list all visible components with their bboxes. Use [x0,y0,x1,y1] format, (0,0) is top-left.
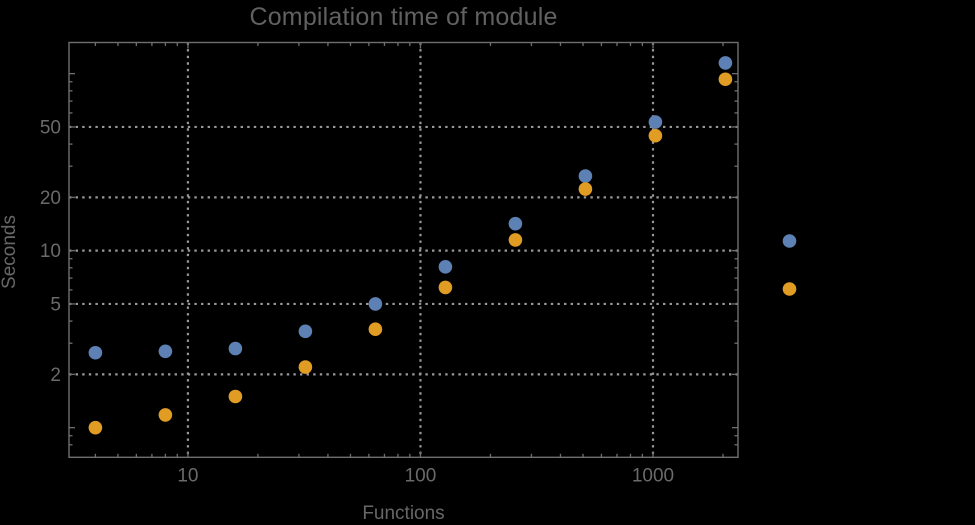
y-tick-label: 5 [50,294,61,315]
data-point-series-2 [718,72,733,87]
data-point-series-1 [508,216,523,231]
data-point-series-1 [578,169,593,183]
data-point-series-1 [368,297,383,311]
data-point-series-1 [158,344,173,359]
data-point-series-1 [228,341,243,356]
data-point-series-2 [88,420,103,435]
x-tick-label: 10 [177,465,198,486]
data-point-series-1 [88,345,103,360]
data-point-series-2 [368,322,383,336]
data-point-series-2 [578,182,593,196]
data-point-series-2 [158,408,173,422]
chart-title: Compilation time of module [249,3,558,31]
data-point-series-1 [438,260,453,274]
data-point-series-1 [718,56,733,70]
y-tick-label: 50 [40,117,61,138]
legend-marker-series-1 [782,234,797,248]
x-tick-label: 1000 [632,465,674,486]
data-point-series-1 [648,115,663,129]
x-axis-title: Functions [362,503,445,524]
data-point-series-2 [648,128,663,143]
data-point-series-2 [298,360,313,374]
data-point-series-1 [298,324,313,339]
y-tick-label: 2 [50,365,61,386]
plot-frame [68,41,739,458]
data-point-series-2 [508,233,523,247]
data-point-series-2 [438,280,453,295]
legend-marker-series-2 [782,282,797,296]
y-tick-label: 20 [40,188,61,209]
x-tick-label: 100 [405,465,437,486]
y-tick-label: 10 [40,241,61,262]
data-point-series-2 [228,389,243,404]
